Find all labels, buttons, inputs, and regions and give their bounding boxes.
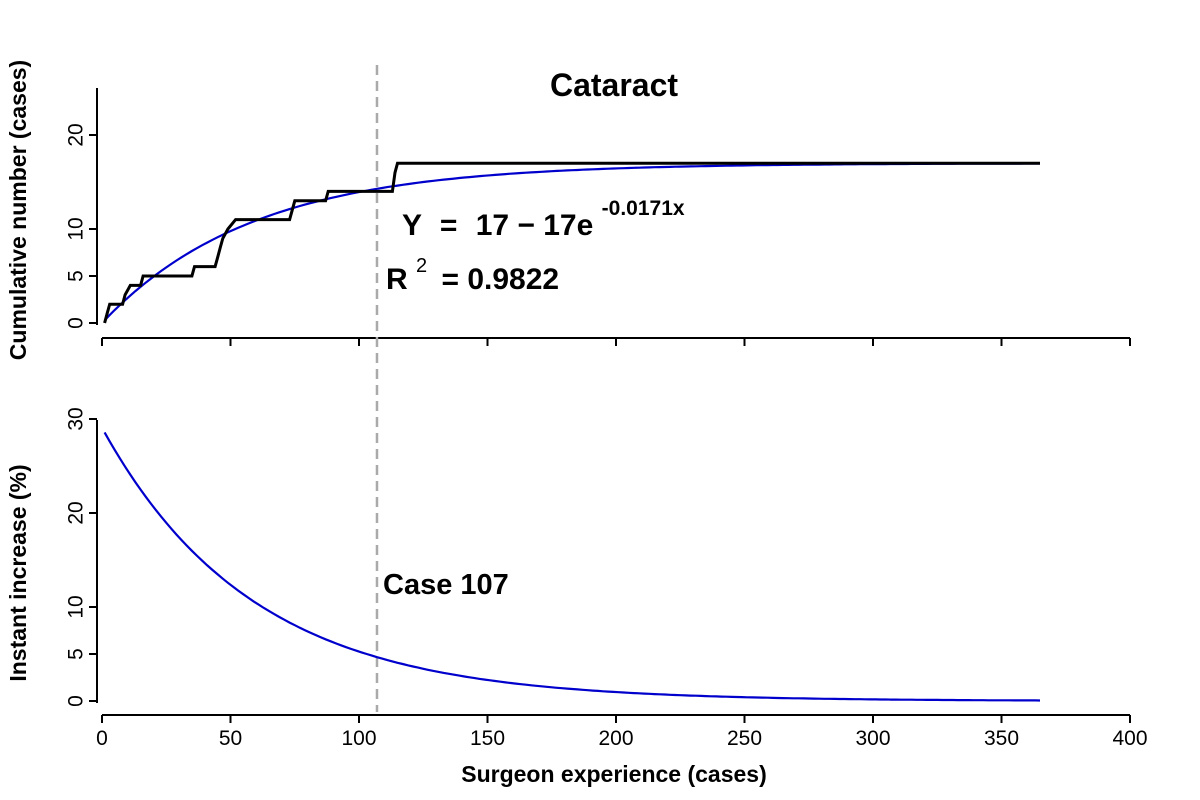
top-y-axis-label: Cumulative number (cases) (5, 60, 31, 360)
r-squared-power: 2 (416, 255, 427, 277)
equation-exponent: -0.0171x (602, 197, 685, 220)
bottom-y-axis-label: Instant increase (%) (5, 464, 31, 681)
chart-title: Cataract (550, 67, 678, 103)
x-tick-label: 250 (727, 727, 762, 750)
x-tick-label: 100 (341, 727, 376, 750)
bottom-y-tick-label: 20 (64, 501, 87, 524)
top-y-tick-label: 10 (64, 217, 87, 240)
bottom-y-tick-label: 10 (64, 595, 87, 618)
equation: Y = 17 − 17e -0.0171x (402, 197, 685, 242)
x-tick-label: 50 (219, 727, 242, 750)
top-y-tick-label: 20 (64, 123, 87, 146)
x-tick-label: 400 (1112, 727, 1147, 750)
equation-equals: = (440, 209, 458, 242)
x-tick-label: 350 (984, 727, 1019, 750)
top-cumulative-step-line (103, 161, 1040, 324)
x-tick-label: 150 (470, 727, 505, 750)
equation-rhs: 17 − 17e (476, 209, 594, 242)
top-y-tick-label: 5 (64, 270, 87, 282)
reference-label: Case 107 (383, 569, 509, 601)
x-axis-label: Surgeon experience (cases) (461, 761, 767, 787)
bottom-instant-increase-curve (103, 431, 1041, 702)
bottom-y-tick-label: 0 (64, 695, 87, 707)
r-squared-value: = 0.9822 (441, 263, 559, 296)
bottom-y-ticks: 0 5 10 20 30 (64, 407, 97, 707)
x-tick-label: 0 (96, 727, 108, 750)
x-tick-label: 300 (855, 727, 890, 750)
r-squared-label: R (386, 263, 408, 296)
bottom-y-tick-label: 30 (64, 407, 87, 430)
x-tick-label: 200 (598, 727, 633, 750)
top-x-ticks (101, 338, 1131, 346)
top-y-tick-label: 0 (64, 317, 87, 329)
bottom-y-tick-label: 5 (64, 648, 87, 660)
r-squared: R 2 = 0.9822 (386, 246, 559, 296)
equation-lhs: Y (402, 209, 422, 242)
bottom-x-ticks: 0 50 100 150 200 250 300 350 400 (96, 715, 1148, 750)
top-y-ticks: 0 5 10 20 (64, 123, 97, 329)
